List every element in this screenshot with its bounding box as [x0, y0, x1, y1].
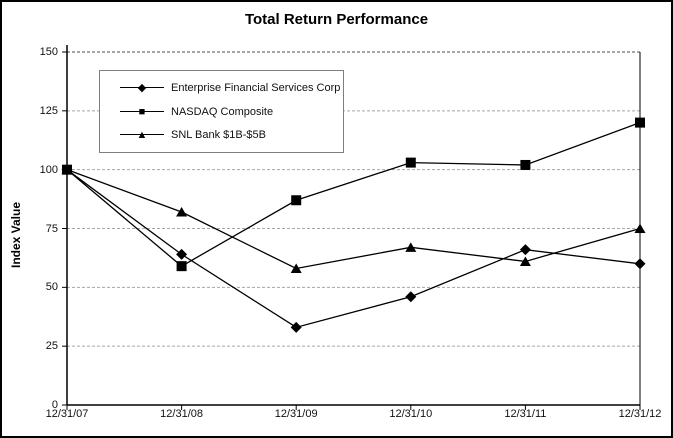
legend-item: ◆ Enterprise Financial Services Corp	[120, 81, 343, 95]
x-tick-label: 12/31/12	[618, 408, 662, 420]
y-tick-label: 75	[45, 222, 58, 235]
legend: ◆ Enterprise Financial Services Corp ■ N…	[99, 70, 344, 153]
square-marker-icon: ■	[120, 105, 164, 119]
legend-label: Enterprise Financial Services Corp	[171, 81, 341, 94]
legend-label: NASDAQ Composite	[171, 105, 274, 118]
y-tick-label: 50	[45, 281, 58, 294]
legend-item: ■ NASDAQ Composite	[120, 105, 343, 119]
x-tick-label: 12/31/11	[504, 408, 547, 420]
legend-label: SNL Bank $1B-$5B	[171, 129, 266, 142]
legend-item: ▲ SNL Bank $1B-$5B	[120, 128, 343, 142]
diamond-marker-icon: ◆	[120, 81, 164, 95]
y-tick-label: 125	[39, 104, 58, 117]
y-tick-label: 0	[51, 399, 58, 411]
chart-title: Total Return Performance	[244, 11, 429, 28]
y-tick-label: 150	[39, 46, 58, 58]
x-tick-label: 12/31/07	[45, 408, 89, 420]
y-tick-label: 100	[39, 163, 58, 176]
x-tick-label: 12/31/08	[160, 408, 203, 420]
x-tick-label: 12/31/09	[274, 408, 318, 420]
triangle-marker-icon: ▲	[120, 128, 164, 142]
y-tick-label: 25	[45, 340, 58, 353]
x-tick-label: 12/31/10	[389, 408, 433, 420]
